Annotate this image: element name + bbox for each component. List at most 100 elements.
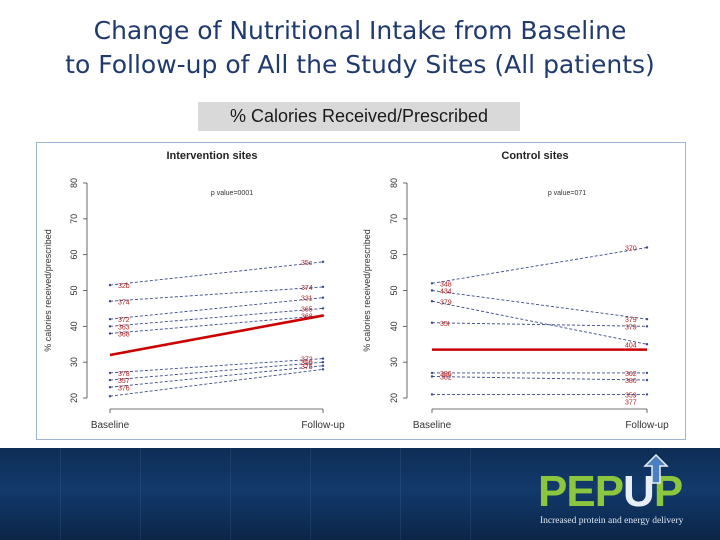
point-label-followup: 368	[301, 314, 313, 321]
data-point-site-9-baseline	[108, 395, 112, 398]
data-point-site-2-followup	[321, 285, 325, 289]
logo-tagline: Increased protein and energy delivery	[540, 516, 684, 526]
y-tick-label: 70	[69, 214, 79, 224]
chart-subtitle: % Calories Received/Prescribed	[198, 102, 520, 131]
y-axis-label-1: % calories received/prescribed	[43, 229, 53, 352]
data-point-site-7-followup	[321, 360, 325, 364]
series-line-site-3	[109, 297, 324, 320]
point-label-followup: 375	[301, 364, 313, 371]
point-label-followup: 365	[301, 306, 313, 313]
point-label-followup: 390	[301, 360, 313, 367]
data-point-site-1-baseline	[108, 283, 112, 287]
y-tick-label: 60	[389, 250, 399, 260]
point-label-followup: 379	[625, 324, 637, 331]
series-line-site-6	[431, 376, 648, 381]
chart-title-2: Control sites	[501, 150, 568, 162]
data-point-site-1-baseline	[430, 282, 434, 285]
x-tick-label: Baseline	[413, 420, 452, 431]
series-line-site-7	[109, 361, 324, 381]
y-axis-label-2: % calories received/prescribed	[362, 229, 372, 352]
title-line-2: to Follow-up of All the Study Sites (All…	[65, 50, 655, 79]
series-line-site-9	[109, 368, 324, 397]
y-tick-label: 30	[69, 357, 79, 367]
chart-title-1: Intervention sites	[166, 150, 257, 162]
title-line-1: Change of Nutritional Intake from Baseli…	[93, 16, 627, 45]
up-arrow-icon	[643, 454, 669, 484]
data-point-site-2-baseline	[430, 289, 434, 292]
point-label-baseline: 32b	[118, 283, 130, 290]
data-point-site-4-baseline	[430, 321, 434, 324]
x-tick-label: Follow-up	[625, 420, 669, 431]
p-value-annotation-1: p value=0001	[211, 190, 253, 197]
data-point-site-6-followup	[645, 378, 649, 382]
data-point-site-3-followup	[321, 296, 325, 299]
series-line-site-2	[109, 286, 324, 302]
point-label-followup: 359	[625, 392, 637, 399]
series-line-site-1	[109, 261, 324, 286]
pepup-logo: PEPUP Increased protein and energy deliv…	[538, 454, 708, 538]
point-label-baseline: 368	[118, 332, 130, 339]
data-point-site-4-baseline	[108, 325, 112, 328]
point-label-followup: 35c	[301, 260, 313, 267]
data-point-site-7-baseline	[430, 393, 434, 396]
data-point-site-5-baseline	[430, 371, 434, 375]
point-label-followup: 374	[301, 285, 313, 292]
point-label-baseline: 382	[440, 375, 452, 382]
y-tick-label: 20	[69, 393, 79, 403]
point-label-followup: 331	[301, 296, 313, 303]
footer-banner: PEPUP Increased protein and energy deliv…	[0, 448, 720, 540]
y-tick-label: 80	[69, 178, 79, 188]
series-line-site-6	[109, 358, 324, 374]
point-label-followup: 377	[625, 399, 637, 406]
series-line-site-4	[109, 307, 324, 327]
data-point-site-6-baseline	[108, 371, 112, 375]
data-point-site-8-followup	[321, 364, 325, 367]
y-tick-label: 20	[389, 393, 399, 403]
point-label-followup: 380	[625, 378, 637, 385]
point-label-followup: 372	[301, 357, 313, 364]
slide-title: Change of Nutritional Intake from Baseli…	[0, 14, 720, 82]
series-line-site-8	[109, 365, 324, 388]
series-line-site-1	[431, 247, 648, 284]
point-label-baseline: 386	[440, 371, 452, 378]
data-point-site-2-baseline	[108, 300, 112, 303]
y-tick-label: 40	[69, 321, 79, 331]
y-tick-label: 50	[389, 285, 399, 295]
point-label-baseline: 372	[118, 317, 130, 324]
point-label-baseline: 379	[440, 299, 452, 306]
data-point-site-2-followup	[645, 317, 649, 321]
point-label-baseline: 434	[440, 289, 452, 296]
data-point-site-6-baseline	[430, 375, 434, 378]
y-tick-label: 60	[69, 250, 79, 260]
point-label-baseline: 378	[118, 371, 130, 378]
logo-wordmark: PEPUP	[538, 467, 683, 516]
p-value-annotation-2: p value=071	[548, 190, 586, 197]
charts-svg: Intervention sites 20 30 40 50 60 70 80 % calori…	[43, 150, 669, 431]
point-label-baseline: 357	[118, 378, 130, 385]
data-point-site-3-baseline	[108, 317, 112, 321]
series-line-site-2	[431, 290, 648, 320]
y-tick-label: 30	[389, 357, 399, 367]
data-point-site-4-followup	[321, 307, 325, 310]
y-tick-label: 50	[69, 285, 79, 295]
series-line-site-5	[109, 315, 324, 334]
data-point-site-5-baseline	[108, 332, 112, 335]
data-point-site-1-followup	[321, 260, 325, 264]
data-point-site-7-baseline	[108, 378, 112, 382]
x-tick-label: Baseline	[91, 420, 130, 431]
data-point-site-9-followup	[321, 368, 325, 371]
data-point-site-7-followup	[645, 393, 649, 396]
data-point-site-6-followup	[321, 357, 325, 360]
series-line-site-4	[431, 322, 648, 327]
point-label-baseline: 374	[118, 299, 130, 306]
data-point-site-3-followup	[645, 343, 649, 346]
point-label-baseline: 376	[118, 385, 130, 392]
point-label-baseline: 35I	[440, 321, 450, 328]
series-line-site-3	[431, 300, 648, 345]
point-label-baseline: 363	[118, 324, 130, 331]
data-point-site-5-followup	[645, 371, 649, 375]
data-point-site-4-followup	[645, 325, 649, 328]
x-tick-label: Follow-up	[301, 420, 345, 431]
data-point-site-8-baseline	[108, 386, 112, 389]
chart-frame: Intervention sites 20 30 40 50 60 70 80 % calori…	[36, 142, 686, 440]
